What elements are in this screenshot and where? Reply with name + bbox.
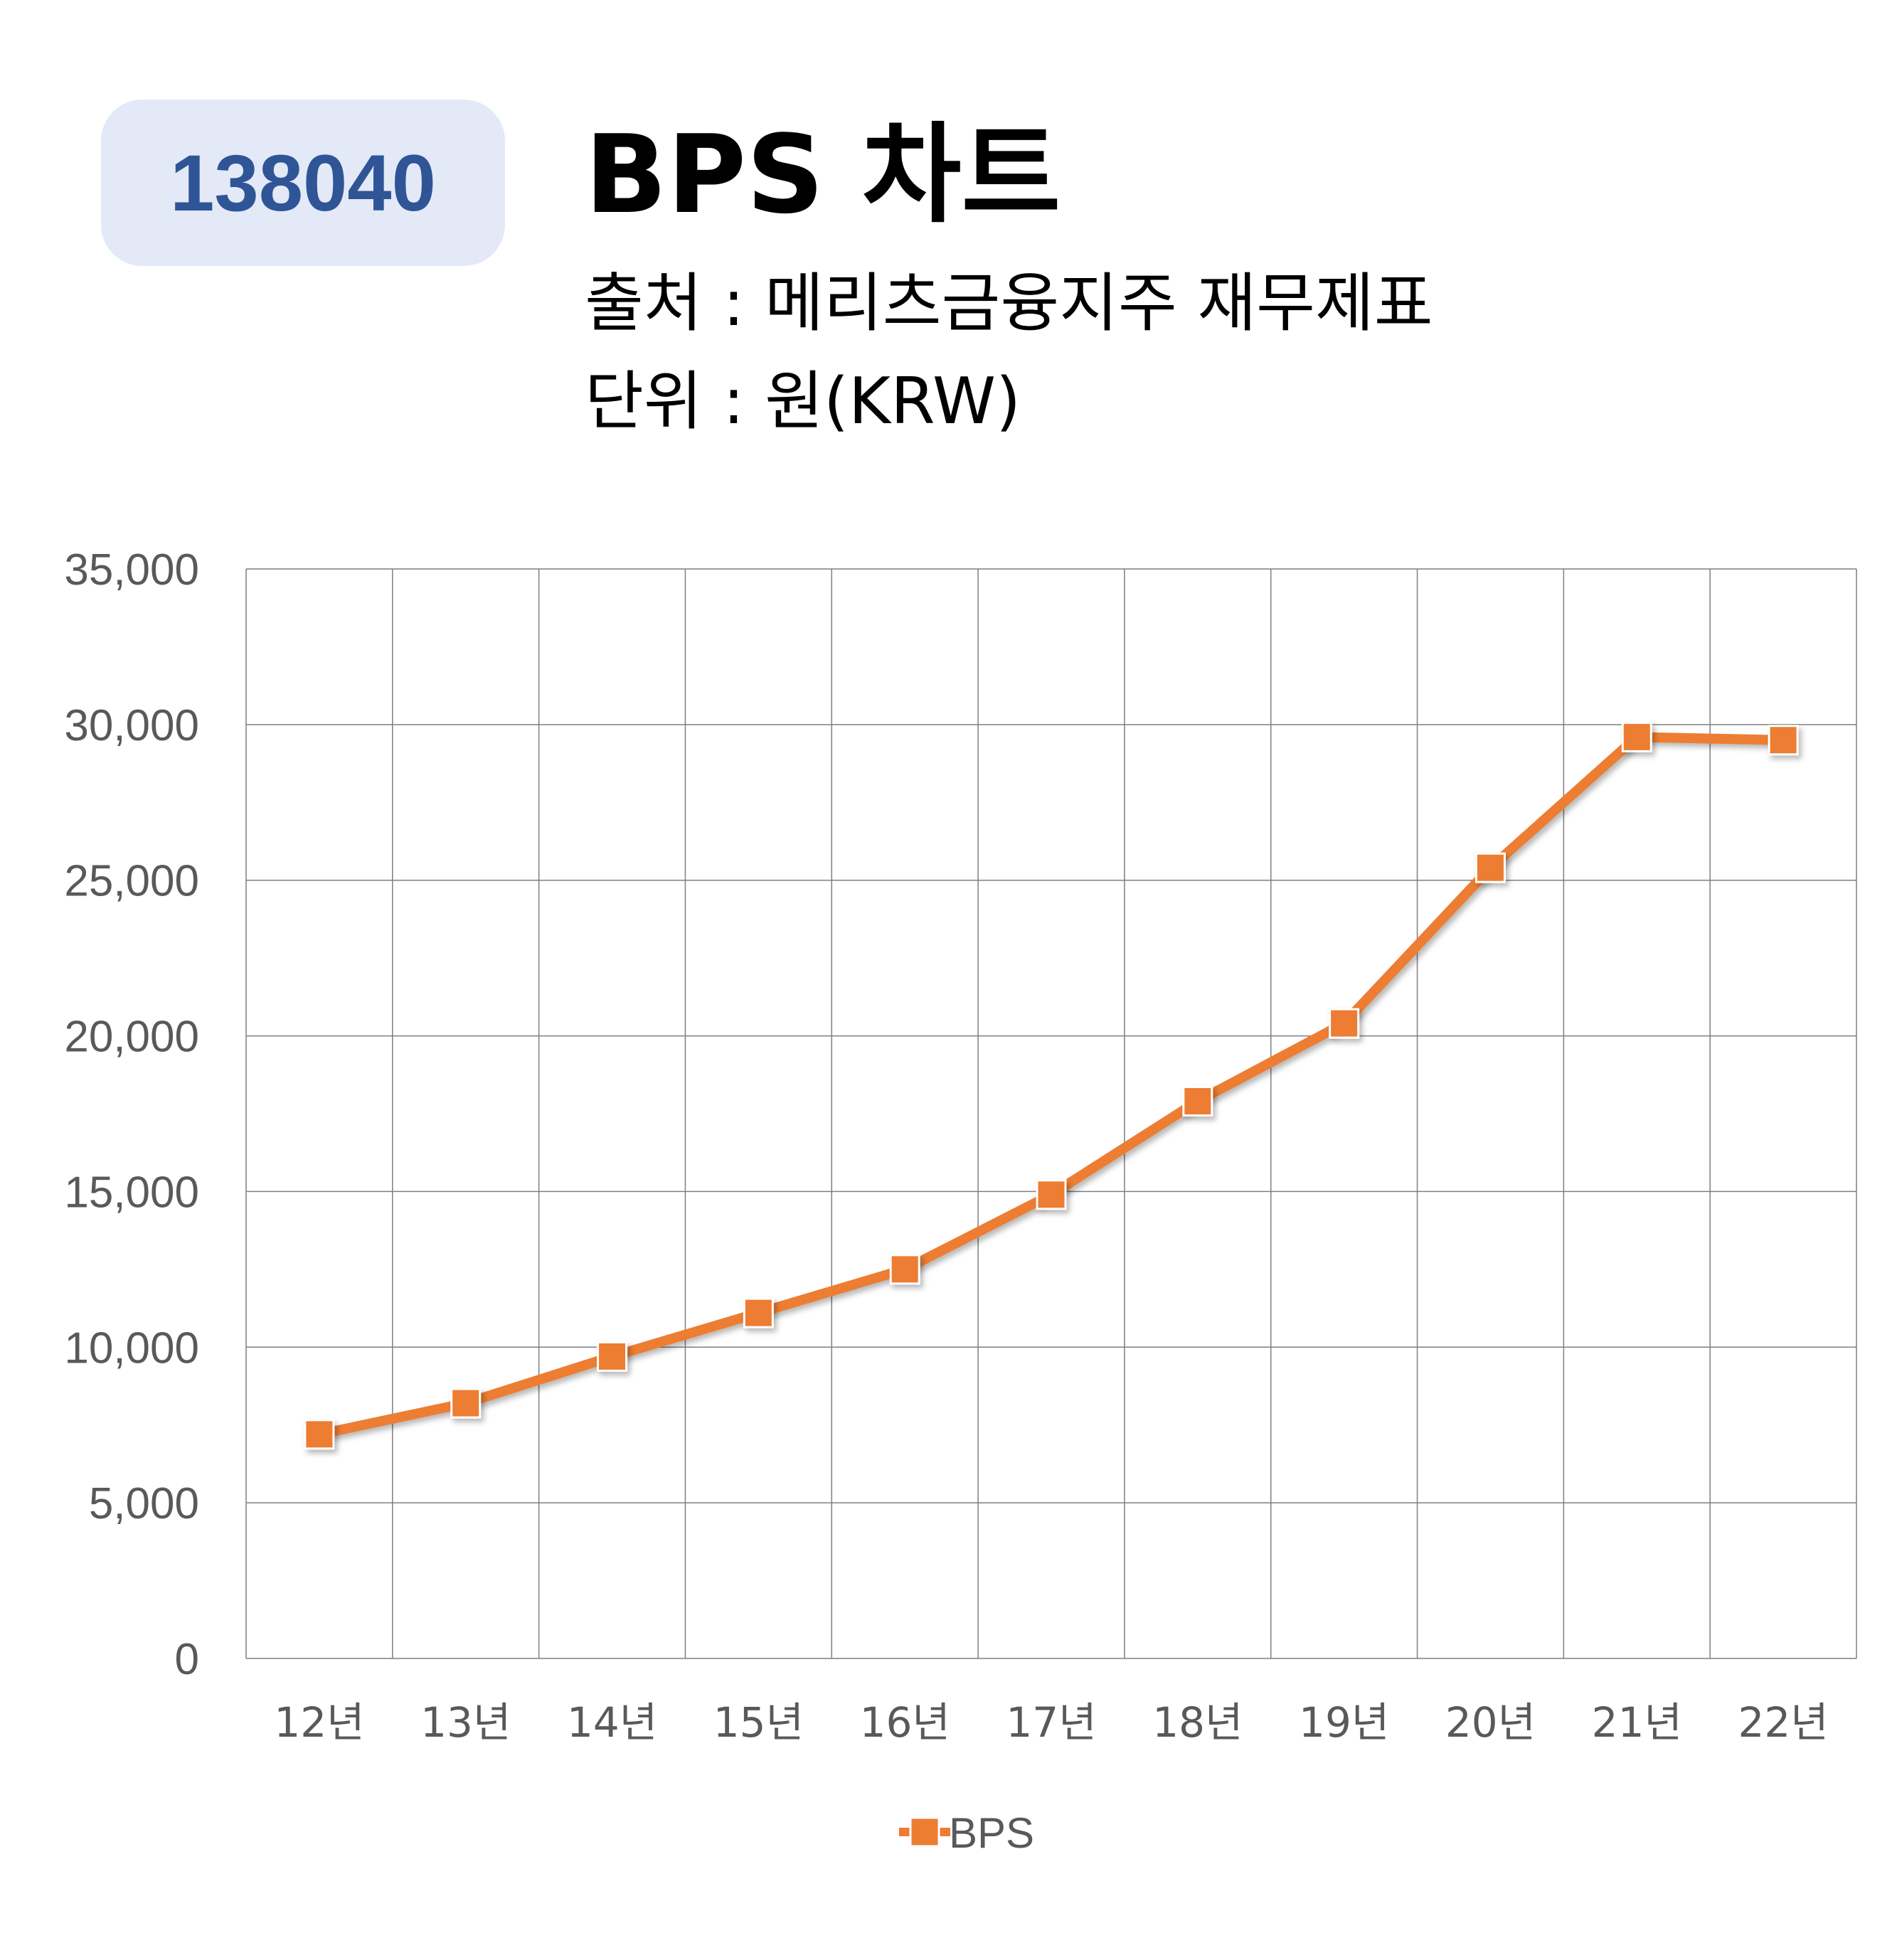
data-point-marker xyxy=(450,1388,482,1419)
data-point-marker xyxy=(1182,1085,1213,1117)
unit-line: 단위 : 원(KRW) xyxy=(585,364,1021,439)
data-point-marker xyxy=(1036,1179,1067,1210)
x-tick-label: 18년 xyxy=(1152,1698,1243,1747)
stock-code-badge: 138040 xyxy=(101,100,505,266)
y-tick-label: 5,000 xyxy=(89,1479,199,1528)
data-point-marker xyxy=(304,1419,335,1450)
x-tick-label: 14년 xyxy=(567,1698,657,1747)
data-point-marker xyxy=(1474,852,1506,883)
x-tick-label: 12년 xyxy=(274,1698,364,1747)
stock-code: 138040 xyxy=(170,138,436,228)
data-point-marker xyxy=(597,1341,628,1372)
data-point-marker xyxy=(743,1297,774,1328)
data-point-marker xyxy=(1329,1008,1360,1039)
x-tick-label: 22년 xyxy=(1738,1698,1829,1747)
y-tick-label: 0 xyxy=(175,1635,199,1684)
y-tick-label: 35,000 xyxy=(64,545,199,595)
data-point-marker xyxy=(889,1254,920,1285)
chart-title: BPS 차트 xyxy=(585,112,1061,238)
legend-marker xyxy=(909,1816,940,1848)
x-tick-label: 13년 xyxy=(420,1698,511,1747)
x-tick-label: 16년 xyxy=(860,1698,950,1747)
y-tick-label: 25,000 xyxy=(64,857,199,906)
y-tick-label: 15,000 xyxy=(64,1168,199,1217)
y-tick-label: 30,000 xyxy=(64,701,199,750)
legend-label: BPS xyxy=(949,1809,1034,1857)
data-point-marker xyxy=(1621,721,1652,752)
x-tick-label: 15년 xyxy=(713,1698,804,1747)
x-tick-label: 20년 xyxy=(1445,1698,1536,1747)
source-line: 출처 : 메리츠금융지주 재무제표 xyxy=(585,266,1433,341)
data-point-marker xyxy=(1768,725,1799,756)
y-tick-label: 10,000 xyxy=(64,1323,199,1373)
x-tick-label: 19년 xyxy=(1299,1698,1389,1747)
x-tick-label: 21년 xyxy=(1592,1698,1682,1747)
y-tick-label: 20,000 xyxy=(64,1013,199,1062)
x-tick-label: 17년 xyxy=(1006,1698,1096,1747)
